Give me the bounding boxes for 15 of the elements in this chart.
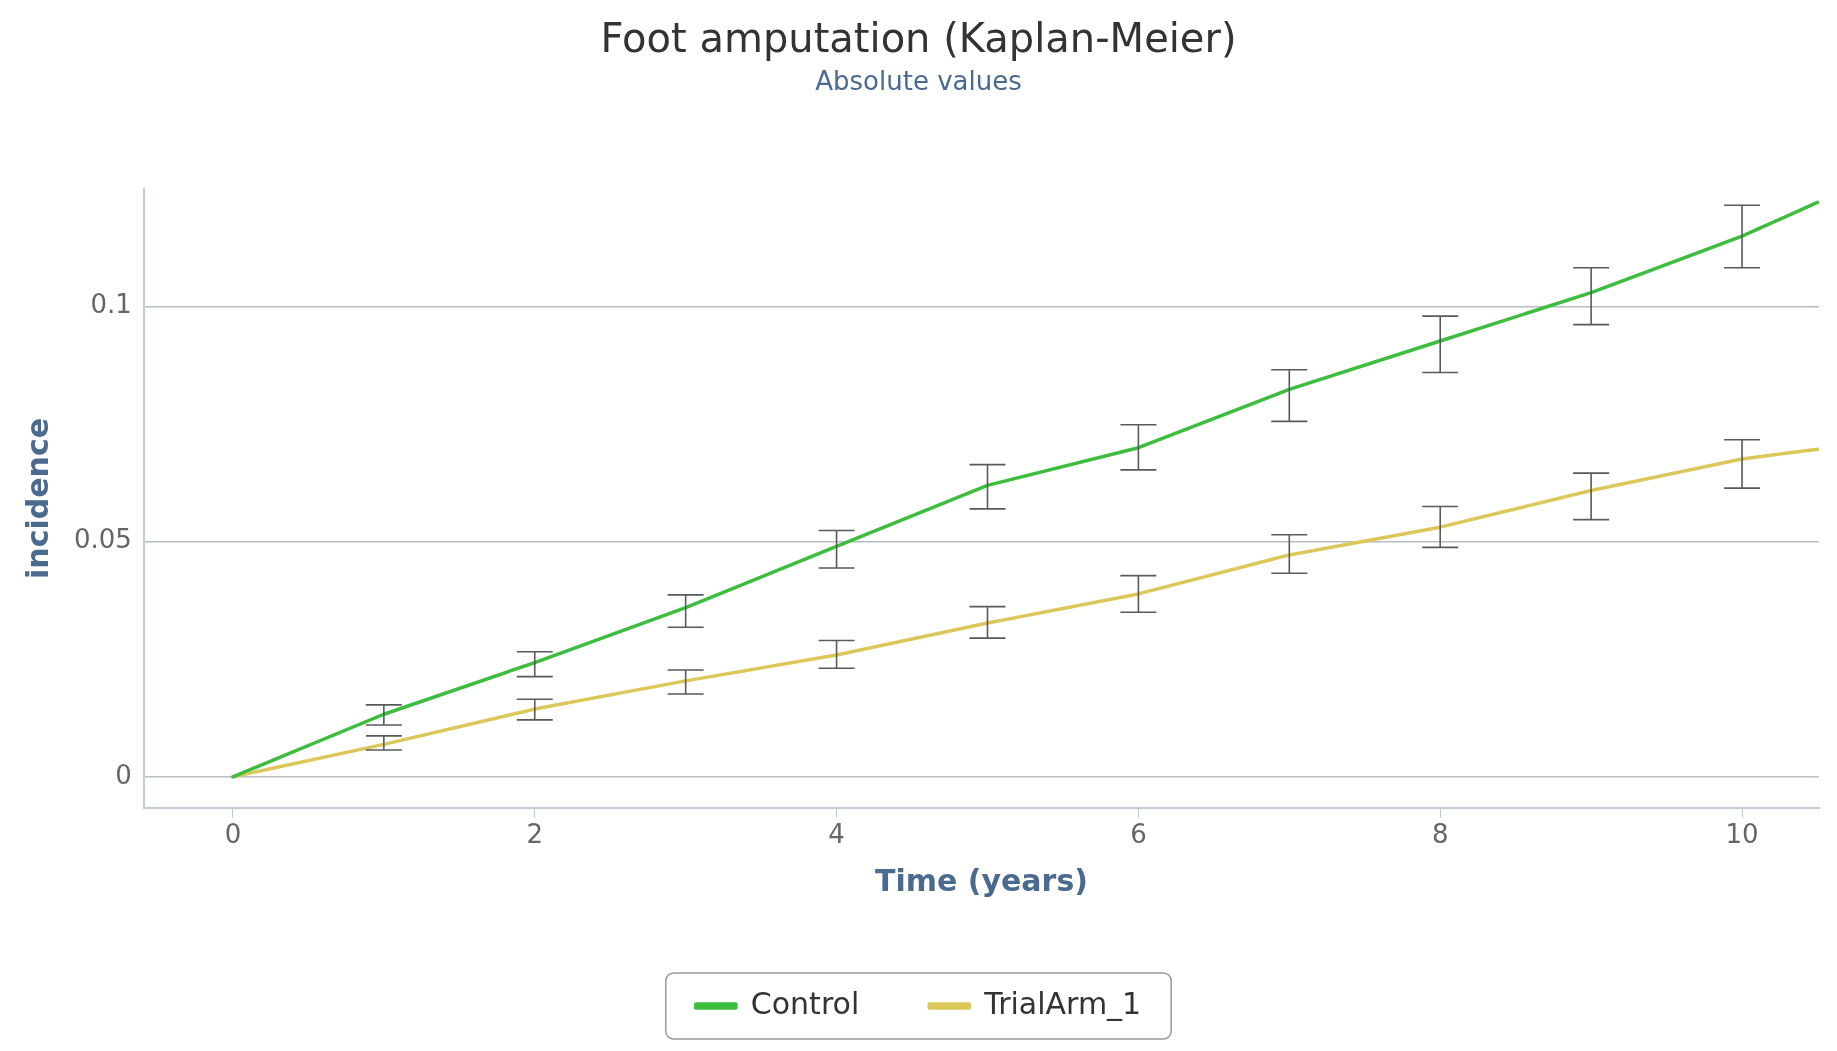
legend-label: Control [750, 985, 860, 1021]
x-tick-label: 6 [1130, 819, 1147, 850]
y-tick-label: 0.1 [90, 289, 132, 320]
chart-title: Foot amputation (Kaplan-Meier) [600, 15, 1237, 62]
x-tick-label: 8 [1431, 819, 1449, 850]
x-tick-label: 0 [224, 819, 242, 850]
legend-label: TrialArm_1 [983, 985, 1142, 1021]
y-axis-title: incidence [19, 417, 55, 580]
x-tick-label: 2 [526, 819, 544, 850]
chart-subtitle: Absolute values [815, 66, 1022, 97]
x-axis-title: Time (years) [874, 862, 1088, 898]
y-tick-label: 0.05 [74, 524, 132, 555]
x-tick-label: 4 [828, 819, 845, 850]
x-tick-label: 10 [1725, 819, 1759, 850]
y-tick-label: 0 [115, 759, 132, 790]
